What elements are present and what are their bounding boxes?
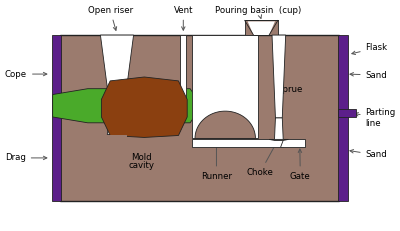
Text: cavity: cavity [128, 161, 154, 170]
Text: Gate: Gate [290, 149, 311, 181]
Polygon shape [180, 35, 186, 113]
Polygon shape [60, 35, 339, 201]
Polygon shape [107, 113, 127, 134]
Text: Sand: Sand [350, 149, 387, 159]
Text: Parting
line: Parting line [355, 108, 396, 128]
Text: Mold: Mold [131, 153, 152, 162]
Polygon shape [280, 139, 305, 147]
Polygon shape [338, 35, 348, 201]
Polygon shape [52, 35, 62, 201]
Polygon shape [274, 118, 283, 140]
Text: Flask: Flask [352, 43, 388, 55]
Text: (sand): (sand) [132, 108, 160, 117]
Polygon shape [269, 139, 288, 140]
Polygon shape [195, 111, 256, 138]
Polygon shape [53, 89, 202, 123]
Polygon shape [107, 134, 127, 138]
Polygon shape [248, 21, 275, 35]
Text: Sprue: Sprue [278, 85, 303, 94]
Polygon shape [338, 109, 356, 117]
Polygon shape [102, 77, 187, 137]
Text: Blind: Blind [212, 66, 233, 75]
Polygon shape [192, 35, 258, 138]
Polygon shape [245, 20, 278, 35]
Text: Drag: Drag [5, 153, 47, 162]
Polygon shape [100, 35, 134, 113]
Text: Sand: Sand [350, 70, 387, 79]
Text: Choke: Choke [247, 142, 277, 177]
Polygon shape [192, 139, 283, 147]
Text: Runner: Runner [201, 142, 232, 181]
Text: riser: riser [213, 73, 232, 82]
Text: Open riser: Open riser [88, 6, 133, 30]
Text: Cope: Cope [5, 70, 47, 79]
Text: Pouring basin  (cup): Pouring basin (cup) [215, 6, 302, 18]
Text: Vent: Vent [174, 6, 193, 30]
Text: Core: Core [136, 95, 156, 104]
Polygon shape [272, 35, 286, 118]
